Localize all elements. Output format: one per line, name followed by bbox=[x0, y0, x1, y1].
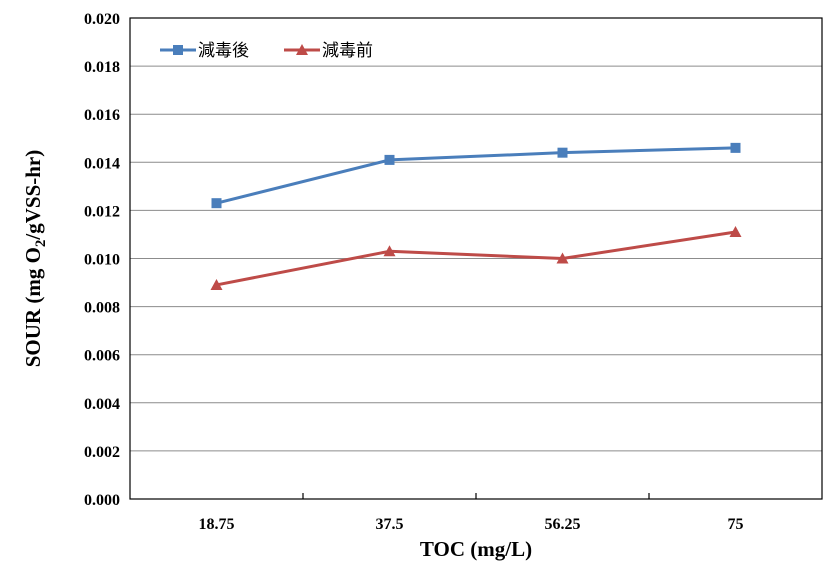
y-axis-title-suffix: /gVSS-hr) bbox=[21, 150, 45, 241]
data-point bbox=[729, 226, 742, 238]
x-tick-label: 37.5 bbox=[376, 516, 404, 533]
x-tick-label: 75 bbox=[728, 516, 744, 533]
y-tick-label: 0.020 bbox=[84, 11, 120, 28]
series-1 bbox=[211, 142, 741, 209]
y-tick-label: 0.000 bbox=[84, 492, 120, 509]
data-point bbox=[557, 147, 568, 158]
series-2 bbox=[210, 226, 742, 290]
data-point bbox=[384, 154, 395, 165]
y-tick-label: 0.018 bbox=[84, 59, 120, 76]
legend: 減毒後 減毒前 bbox=[160, 41, 373, 61]
x-tick-label: 56.25 bbox=[545, 516, 581, 533]
data-point bbox=[556, 252, 569, 264]
legend-label: 減毒前 bbox=[322, 41, 373, 61]
legend-marker bbox=[173, 45, 183, 55]
data-point bbox=[210, 278, 223, 290]
x-axis-title: TOC (mg/L) bbox=[420, 537, 532, 561]
y-axis-title-prefix: SOUR (mg O bbox=[21, 247, 45, 367]
x-axis-tick-labels: 18.75 37.5 56.25 75 bbox=[199, 516, 744, 533]
series-line bbox=[216, 230, 736, 287]
y-tick-label: 0.012 bbox=[84, 203, 120, 220]
x-axis-ticks bbox=[302, 493, 650, 499]
data-point bbox=[730, 142, 741, 153]
series-group bbox=[210, 142, 742, 290]
y-tick-label: 0.008 bbox=[84, 300, 120, 317]
y-axis-title-subscript: 2 bbox=[33, 240, 49, 248]
legend-item-2: 減毒前 bbox=[284, 41, 373, 61]
data-point bbox=[383, 245, 396, 257]
legend-marker bbox=[296, 44, 308, 55]
y-tick-label: 0.016 bbox=[84, 107, 120, 124]
y-axis-title: SOUR (mg O2/gVSS-hr) bbox=[21, 150, 49, 368]
legend-item-1: 減毒後 bbox=[160, 41, 249, 61]
x-tick-label: 18.75 bbox=[199, 516, 235, 533]
y-tick-label: 0.014 bbox=[84, 155, 120, 172]
gridlines bbox=[130, 65, 822, 452]
y-tick-label: 0.004 bbox=[84, 396, 120, 413]
data-point bbox=[211, 198, 222, 209]
y-axis-tick-labels: 0.000 0.002 0.004 0.006 0.008 0.010 0.012 0.014… bbox=[84, 11, 120, 509]
y-tick-label: 0.010 bbox=[84, 252, 120, 269]
legend-label: 減毒後 bbox=[198, 41, 249, 61]
series-line bbox=[216, 146, 736, 205]
y-tick-label: 0.006 bbox=[84, 348, 120, 365]
y-tick-label: 0.002 bbox=[84, 444, 120, 461]
